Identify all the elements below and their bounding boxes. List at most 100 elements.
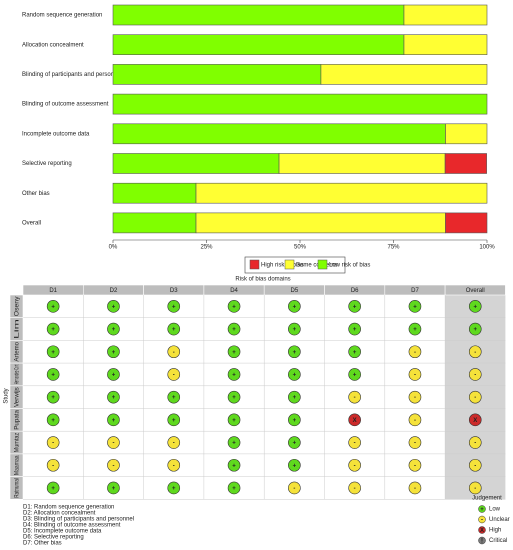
judgement-symbol: - [173, 441, 175, 447]
column-header [444, 284, 506, 296]
category-label: Incomplete outcome data [22, 131, 90, 137]
judgement-symbol: - [474, 486, 476, 492]
legend-label: Critical [489, 538, 507, 544]
judgement-symbol: - [414, 441, 416, 447]
judgement-symbol: - [474, 350, 476, 356]
judgement-symbol: + [232, 418, 236, 424]
legend-swatch [249, 259, 260, 270]
legend-title: Judgement [472, 496, 502, 502]
category-label: Allocation concealment [22, 42, 84, 48]
judgement-symbol: + [172, 418, 176, 424]
legend-swatch [317, 259, 328, 270]
x-tick-label: 50% [294, 245, 307, 251]
row-header [9, 476, 24, 500]
judgement-symbol: + [353, 373, 357, 379]
judgement-dot [348, 436, 361, 449]
judgement-dot [468, 413, 482, 427]
bar-segment [112, 123, 446, 145]
judgement-symbol: + [293, 373, 297, 379]
judgement-symbol: - [52, 441, 54, 447]
judgement-symbol: + [172, 395, 176, 401]
judgement-dot [288, 413, 301, 427]
judgement-dot [408, 345, 422, 359]
domain-note: D6: Selective reporting [23, 535, 84, 541]
judgement-symbol: + [353, 304, 357, 310]
bar-segment [112, 182, 197, 204]
judgement-symbol: + [112, 418, 116, 424]
judgement-symbol: + [293, 441, 297, 447]
row-label: Hernandez-Cort [15, 364, 21, 384]
judgement-symbol: - [354, 463, 356, 469]
judgement-symbol: - [173, 350, 175, 356]
judgement-symbol: X [353, 418, 357, 424]
legend-dot [478, 536, 486, 545]
judgement-dot [107, 300, 120, 313]
grid-title: Risk of bias domains [235, 277, 290, 283]
judgement-symbol: + [232, 373, 236, 379]
judgement-symbol: + [293, 327, 297, 333]
judgement-dot [227, 322, 241, 336]
judgement-dot [167, 368, 181, 381]
legend-symbol: + [480, 507, 484, 513]
judgement-symbol: - [414, 350, 416, 356]
bar-segment [112, 4, 405, 26]
judgement-dot [408, 413, 422, 427]
judgement-dot [288, 368, 301, 381]
column-label: D6 [351, 288, 359, 294]
judgement-symbol: + [232, 441, 236, 447]
judgement-dot [227, 436, 241, 449]
legend-dot [478, 515, 486, 524]
judgement-symbol: - [52, 463, 54, 469]
judgement-dot [107, 481, 120, 495]
judgement-symbol: - [414, 395, 416, 401]
judgement-symbol: - [414, 373, 416, 379]
column-label: D7 [411, 288, 419, 294]
judgement-dot [167, 345, 181, 359]
judgement-symbol: + [353, 350, 357, 356]
column-label: D3 [170, 288, 178, 294]
bar-segment [444, 153, 487, 174]
legend-dot [478, 505, 486, 513]
judgement-dot [227, 300, 241, 313]
legend-label: Unclear [489, 517, 510, 523]
judgement-symbol: + [293, 350, 297, 356]
judgement-symbol: + [232, 395, 236, 401]
judgement-dot [408, 300, 422, 313]
judgement-dot [288, 390, 301, 404]
domain-note: D3: Blinding of participants and personn… [23, 517, 134, 523]
judgement-dot [468, 300, 482, 313]
judgement-dot [167, 458, 181, 472]
row-label: Mumtaz [15, 433, 21, 453]
judgement-symbol: + [51, 486, 55, 492]
judgement-dot [468, 436, 482, 449]
row-label: Artemo [15, 341, 21, 361]
judgement-symbol: + [413, 304, 417, 310]
judgement-dot [46, 368, 60, 381]
judgement-symbol: - [354, 441, 356, 447]
judgement-symbol: - [173, 373, 175, 379]
judgement-symbol: + [172, 486, 176, 492]
judgement-symbol: + [232, 304, 236, 310]
category-label: Selective reporting [22, 161, 72, 167]
domain-note: D1: Random sequence generation [23, 505, 114, 511]
judgement-dot [348, 322, 361, 336]
judgement-symbol: - [474, 463, 476, 469]
judgement-symbol: + [172, 327, 176, 333]
domain-note: D5: Incomplete outcome data [23, 529, 102, 535]
judgement-dot [107, 390, 120, 404]
judgement-dot [468, 368, 482, 381]
judgement-symbol: + [473, 327, 477, 333]
judgement-dot [107, 368, 120, 381]
judgement-symbol: - [112, 463, 114, 469]
judgement-dot [288, 436, 301, 449]
column-label: D1 [49, 288, 57, 294]
legend-symbol: X [480, 528, 484, 534]
bar-segment [112, 34, 405, 56]
judgement-symbol: - [474, 373, 476, 379]
judgement-symbol: + [293, 418, 297, 424]
legend-label: Low [489, 507, 501, 513]
judgement-symbol: X [473, 418, 477, 424]
domain-note: D7: Other bias [23, 541, 62, 547]
judgement-dot [408, 481, 422, 495]
judgement-symbol: + [112, 486, 116, 492]
